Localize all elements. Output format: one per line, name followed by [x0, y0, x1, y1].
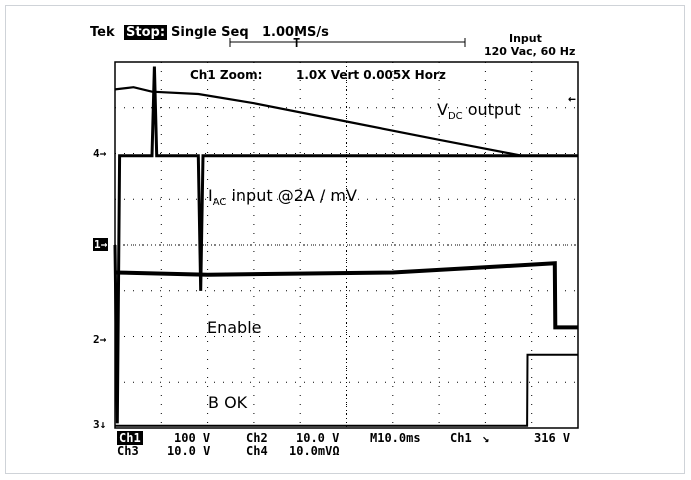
- footer-ch1-val: 100 V: [174, 431, 210, 445]
- footer-trig-ch: Ch1: [450, 431, 472, 445]
- ch3-marker: 3↓: [93, 418, 106, 431]
- enable-label: Enable: [207, 318, 262, 337]
- footer-ch3: Ch3: [117, 444, 139, 458]
- bok-label: B OK: [208, 393, 247, 412]
- footer-ch3-val: 10.0 V: [167, 444, 210, 458]
- footer-ch2-val: 10.0 V: [296, 431, 339, 445]
- iac-label: IAC input @2A / mV: [208, 186, 357, 208]
- footer-timebase: M10.0ms: [370, 431, 421, 445]
- footer-ch4: Ch4: [246, 444, 268, 458]
- zoom-label: Ch1 Zoom:: [190, 68, 262, 82]
- footer-ch2: Ch2: [246, 431, 268, 445]
- footer-trig-level: 316 V: [534, 431, 570, 445]
- ch2-marker: 2→: [93, 333, 106, 346]
- ch1-marker: 1→: [93, 238, 108, 251]
- input-title: Input: [509, 32, 542, 45]
- footer-ch4-val: 10.0mVΩ: [289, 444, 340, 458]
- trigger-marker: T: [293, 36, 300, 50]
- header-mode: Single Seq: [171, 25, 249, 40]
- header-state: Stop:: [124, 25, 167, 40]
- footer-ch1: Ch1: [117, 431, 143, 445]
- ch4-marker: 4→: [93, 147, 106, 160]
- zoom-value: 1.0X Vert 0.005X Horz: [296, 68, 446, 82]
- input-value: 120 Vac, 60 Hz: [484, 45, 575, 58]
- header-brand: Tek: [90, 25, 115, 40]
- vdc-label: VDC output: [437, 100, 521, 122]
- level-marker-right: ←: [568, 92, 576, 107]
- footer-trig-slope: ↘: [482, 431, 489, 445]
